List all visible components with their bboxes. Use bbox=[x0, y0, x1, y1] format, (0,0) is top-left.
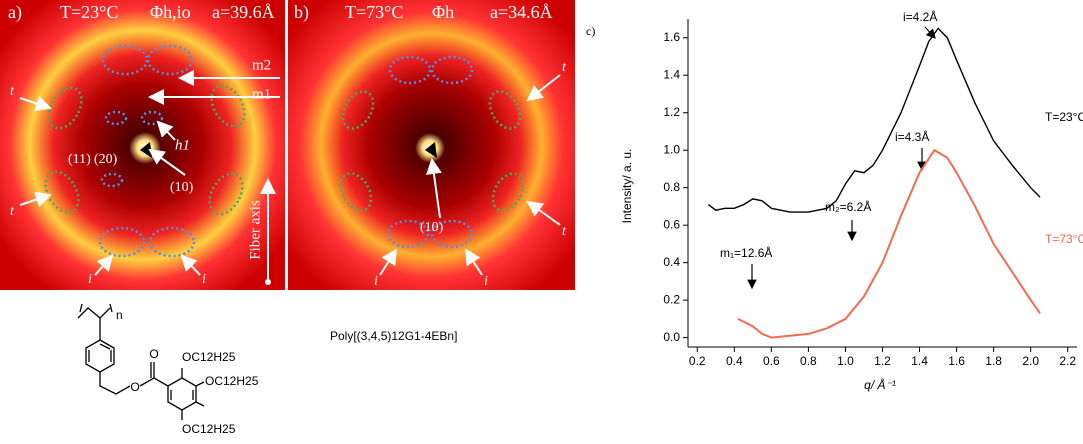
lattice: a=34.6Å bbox=[490, 2, 553, 22]
x-tick-label: 0.8 bbox=[800, 354, 817, 368]
i-label: i bbox=[202, 272, 206, 287]
annotation: i=4.3Å bbox=[895, 129, 929, 144]
panel-label: a) bbox=[8, 2, 22, 23]
atom: O bbox=[130, 380, 139, 394]
x-tick-label: 1.4 bbox=[911, 354, 928, 368]
panel-label: c) bbox=[586, 24, 595, 38]
substituent: OC12H25 bbox=[182, 422, 236, 436]
series-label: T=73°C bbox=[1045, 232, 1083, 246]
repeat-n: n bbox=[116, 308, 123, 322]
reflection: m2 bbox=[252, 57, 271, 73]
annotation-arrows bbox=[747, 26, 936, 290]
fiber-axis: Fiber axis bbox=[247, 200, 263, 260]
y-tick-label: 1.4 bbox=[663, 67, 680, 81]
series-line bbox=[707, 27, 1041, 213]
substituent: OC12H25 bbox=[182, 350, 236, 364]
reflection: m1 bbox=[252, 86, 271, 102]
y-tick-label: 0.6 bbox=[663, 217, 680, 231]
y-tick-label: 0.8 bbox=[663, 180, 680, 194]
chart: c) Intensity/ a. u. q/ Å⁻¹ T=23°C T=73°C… bbox=[586, 9, 1083, 392]
x-tick-label: 2.2 bbox=[1059, 354, 1076, 368]
reflection: h1 bbox=[175, 137, 190, 153]
y-tick-label: 0.2 bbox=[663, 292, 680, 306]
atom: O bbox=[149, 347, 158, 361]
polymer-name: Poly[(3,4,5)12G1-4EBn] bbox=[330, 329, 457, 343]
x-tick-label: 1.0 bbox=[837, 354, 854, 368]
y-tick-label: 1.2 bbox=[663, 105, 680, 119]
t-label: t bbox=[562, 224, 567, 239]
panel-label: b) bbox=[294, 2, 309, 23]
y-tick-label: 0.4 bbox=[663, 255, 680, 269]
y-tick-label: 1.0 bbox=[663, 142, 680, 156]
i-label: i bbox=[374, 274, 378, 289]
lattice: a=39.6Å bbox=[212, 2, 275, 22]
t-label: t bbox=[562, 60, 567, 75]
x-tick-label: 2.0 bbox=[1022, 354, 1039, 368]
series-label: T=23°C bbox=[1045, 110, 1083, 124]
substituent: OC12H25 bbox=[205, 374, 259, 388]
y-tick-label: 1.6 bbox=[663, 30, 680, 44]
x-tick-label: 0.6 bbox=[763, 354, 780, 368]
y-tick-label: 0.0 bbox=[663, 330, 680, 344]
chemical-structure: n O O OC12H25 OC12H25 OC12H25 Poly[(3,4,… bbox=[77, 303, 457, 436]
reflection: (20) bbox=[94, 152, 118, 167]
temperature: T=73°C bbox=[345, 2, 403, 22]
x-tick-label: 0.4 bbox=[726, 354, 743, 368]
y-axis-title: Intensity/ a. u. bbox=[620, 149, 634, 224]
temperature: T=23°C bbox=[60, 2, 118, 22]
reflection: (10) bbox=[420, 220, 444, 235]
beam-stop bbox=[425, 142, 437, 158]
annotation: m₂=6.2Å bbox=[825, 199, 871, 214]
x-tick-label: 1.8 bbox=[985, 354, 1002, 368]
annotation: m₁=12.6Å bbox=[720, 245, 772, 260]
panel-a: a) T=23°C Φh,io a=39.6Å m2 m1 h1 (11) (2… bbox=[0, 0, 285, 290]
t-label: t bbox=[10, 204, 15, 219]
i-label: i bbox=[88, 272, 92, 287]
panel-b: b) T=73°C Φh a=34.6Å (10) t t i i bbox=[288, 0, 575, 290]
reflections bbox=[44, 44, 246, 258]
x-tick-label: 1.6 bbox=[948, 354, 965, 368]
x-axis-title: q/ Å⁻¹ bbox=[864, 377, 896, 392]
i-label: i bbox=[484, 274, 488, 289]
reflection: (10) bbox=[170, 180, 194, 195]
x-tick-label: 0.2 bbox=[689, 354, 706, 368]
phase: Φh bbox=[432, 2, 454, 22]
series-line bbox=[737, 148, 1041, 339]
t-label: t bbox=[10, 84, 15, 99]
x-tick-label: 1.2 bbox=[874, 354, 891, 368]
phase: Φh,io bbox=[150, 2, 191, 22]
annotation: i=4.2Å bbox=[903, 9, 937, 24]
reflection: (11) bbox=[68, 152, 91, 167]
